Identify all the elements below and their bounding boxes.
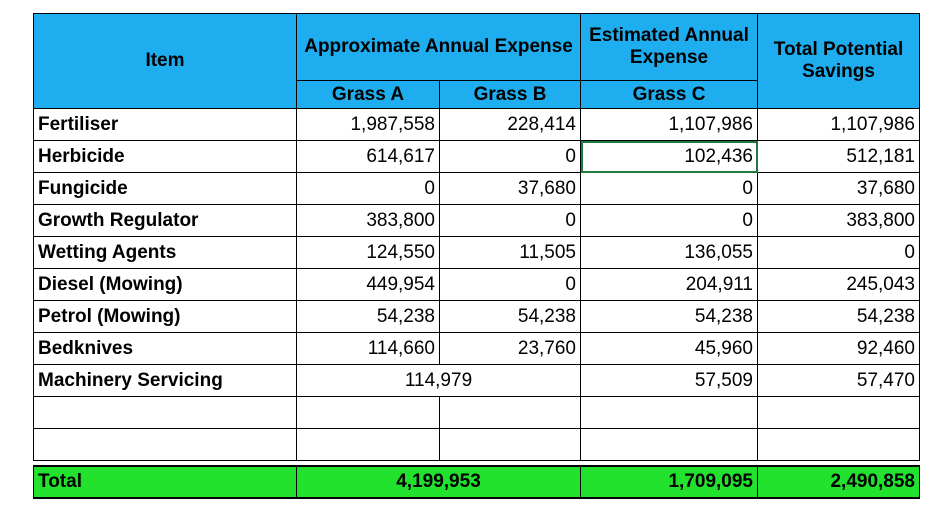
spreadsheet-table: Item Approximate Annual Expense Estimate… <box>33 13 920 499</box>
cell-value: 54,238 <box>757 300 920 333</box>
data-row: Wetting Agents 124,550 11,505 136,055 0 <box>33 236 920 269</box>
cell-value: 204,911 <box>580 268 758 301</box>
cell-value: 114,660 <box>296 332 440 365</box>
row-label: Petrol (Mowing) <box>33 300 297 333</box>
cell-value: 245,043 <box>757 268 920 301</box>
cell-value: 614,617 <box>296 140 440 173</box>
cell-value: 0 <box>757 236 920 269</box>
cell-value: 228,414 <box>439 108 581 141</box>
cell-value: 57,470 <box>757 364 920 397</box>
cell-value: 102,436 <box>580 140 758 173</box>
cell-value: 37,680 <box>757 172 920 205</box>
data-row: Petrol (Mowing) 54,238 54,238 54,238 54,238 <box>33 300 920 333</box>
blank-cell <box>296 428 440 461</box>
row-label: Total <box>33 465 297 499</box>
cell-value: 11,505 <box>439 236 581 269</box>
cell-value: 449,954 <box>296 268 440 301</box>
cell-value: 1,709,095 <box>580 465 758 499</box>
row-label: Diesel (Mowing) <box>33 268 297 301</box>
row-label: Fertiliser <box>33 108 297 141</box>
data-row: Diesel (Mowing) 449,954 0 204,911 245,043 <box>33 268 920 301</box>
cell-value: 383,800 <box>296 204 440 237</box>
cell-value: 0 <box>439 268 581 301</box>
cell-value: 0 <box>580 204 758 237</box>
cell-value: 1,987,558 <box>296 108 440 141</box>
cell-value: 0 <box>296 172 440 205</box>
cell-value: 136,055 <box>580 236 758 269</box>
header-savings: Total Potential Savings <box>757 13 920 109</box>
header-item: Item <box>33 13 297 109</box>
cell-value: 37,680 <box>439 172 581 205</box>
cell-value: 54,238 <box>296 300 440 333</box>
cell-value: 2,490,858 <box>757 465 920 499</box>
data-row: Growth Regulator 383,800 0 0 383,800 <box>33 204 920 237</box>
cell-value: 0 <box>439 140 581 173</box>
table-body: Fertiliser 1,987,558 228,414 1,107,986 1,107… <box>33 108 920 499</box>
header-grass-a: Grass A <box>296 80 440 109</box>
cell-value: 0 <box>439 204 581 237</box>
blank-cell <box>296 396 440 429</box>
blank-cell <box>33 428 297 461</box>
cell-value: 1,107,986 <box>757 108 920 141</box>
blank-cell <box>33 396 297 429</box>
cell-value: 124,550 <box>296 236 440 269</box>
blank-cell <box>439 396 581 429</box>
cell-value: 1,107,986 <box>580 108 758 141</box>
blank-cell <box>580 396 758 429</box>
blank-cell <box>757 428 920 461</box>
data-row: Bedknives 114,660 23,760 45,960 92,460 <box>33 332 920 365</box>
header-grass-b: Grass B <box>439 80 581 109</box>
data-row: Fertiliser 1,987,558 228,414 1,107,986 1,107… <box>33 108 920 141</box>
cell-value: 92,460 <box>757 332 920 365</box>
row-label: Herbicide <box>33 140 297 173</box>
total-row: Total 4,199,953 1,709,095 2,490,858 <box>33 465 920 499</box>
data-row: Herbicide 614,617 0 102,436 512,181 <box>33 140 920 173</box>
cell-value: 45,960 <box>580 332 758 365</box>
row-label: Machinery Servicing <box>33 364 297 397</box>
blank-cell <box>757 396 920 429</box>
header-approx: Approximate Annual Expense <box>296 13 581 81</box>
cell-value: 383,800 <box>757 204 920 237</box>
cell-value: 114,979 <box>296 364 581 397</box>
header-grass-c: Grass C <box>580 80 758 109</box>
data-row: Fungicide 0 37,680 0 37,680 <box>33 172 920 205</box>
blank-row <box>33 396 920 429</box>
cell-value: 4,199,953 <box>296 465 581 499</box>
row-label: Growth Regulator <box>33 204 297 237</box>
row-label: Wetting Agents <box>33 236 297 269</box>
cell-value: 57,509 <box>580 364 758 397</box>
row-label: Fungicide <box>33 172 297 205</box>
cell-value: 23,760 <box>439 332 581 365</box>
cell-value: 54,238 <box>580 300 758 333</box>
row-label: Bedknives <box>33 332 297 365</box>
blank-cell <box>439 428 581 461</box>
blank-row <box>33 428 920 461</box>
data-row: Machinery Servicing 114,979 57,509 57,470 <box>33 364 920 397</box>
cell-value: 512,181 <box>757 140 920 173</box>
blank-cell <box>580 428 758 461</box>
header-estimated: Estimated Annual Expense <box>580 13 758 81</box>
cell-value: 0 <box>580 172 758 205</box>
cell-value: 54,238 <box>439 300 581 333</box>
